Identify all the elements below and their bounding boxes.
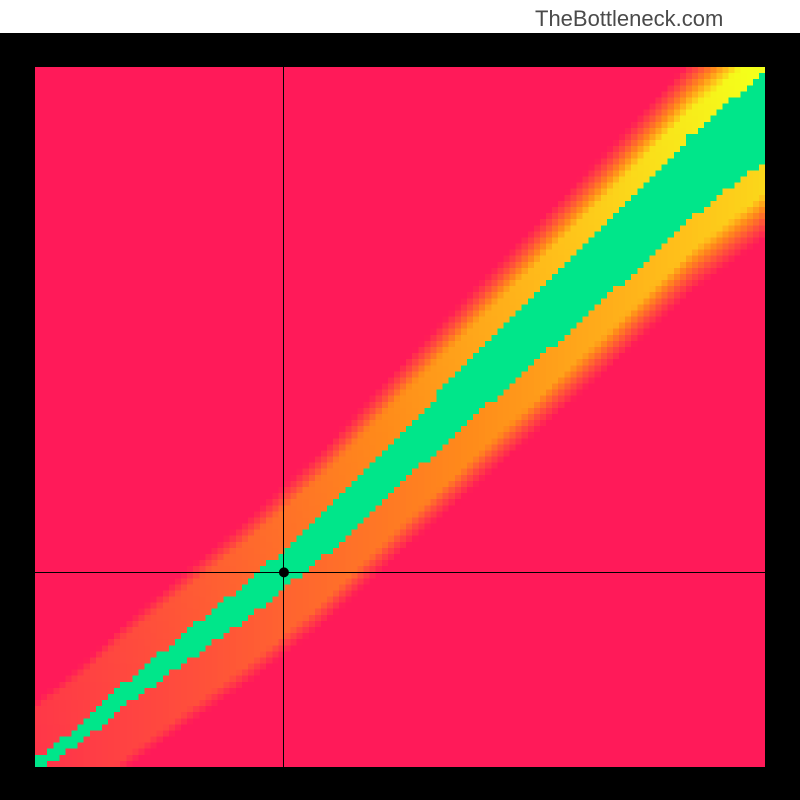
plot-area (35, 67, 765, 767)
crosshair-dot (35, 67, 765, 767)
chart-container: TheBottleneck.com (0, 0, 800, 800)
plot-outer-frame (0, 33, 800, 800)
watermark-text: TheBottleneck.com (535, 6, 723, 32)
